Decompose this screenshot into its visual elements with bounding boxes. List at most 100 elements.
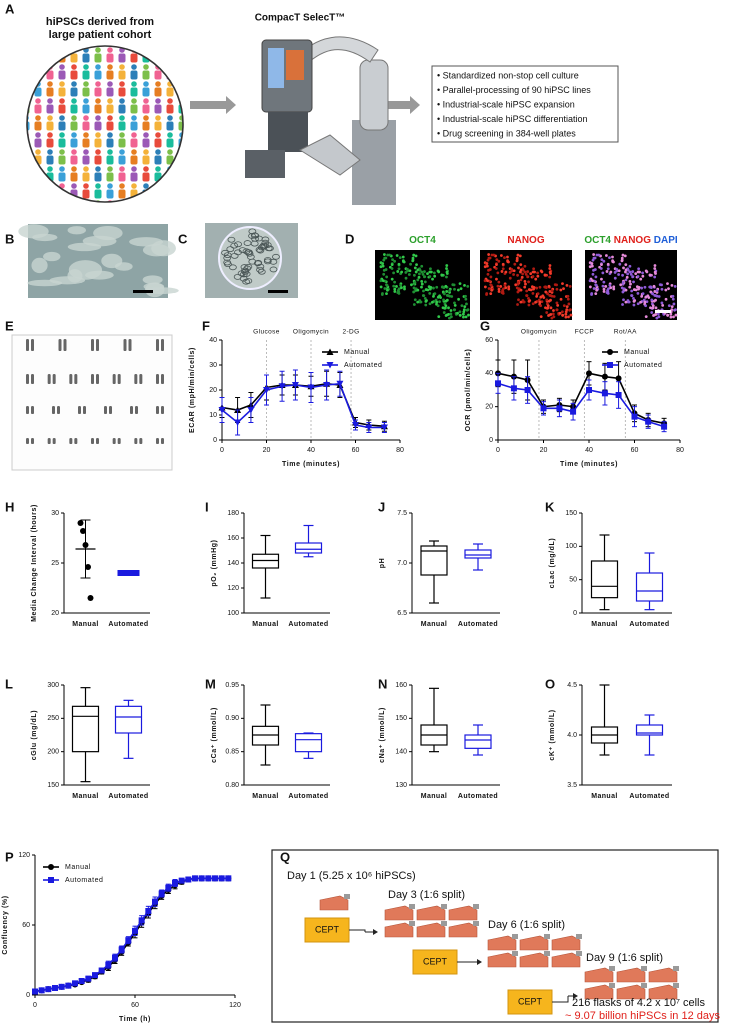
marker xyxy=(118,946,125,953)
nucleus xyxy=(523,285,527,289)
cell xyxy=(241,267,249,274)
colony xyxy=(32,233,58,242)
person-head xyxy=(167,149,173,155)
person-body xyxy=(46,87,54,97)
nucleus xyxy=(653,267,657,270)
colony xyxy=(143,282,165,291)
person-body xyxy=(34,138,42,148)
nucleus xyxy=(604,254,608,257)
nucleus xyxy=(546,304,550,308)
nucleus xyxy=(567,302,571,306)
nucleus xyxy=(549,306,553,310)
nucleus xyxy=(674,308,677,312)
marker xyxy=(87,595,94,601)
feature-item: • Industrial-scale hiPSC differentiation xyxy=(437,114,588,124)
box xyxy=(71,705,100,753)
nucleus xyxy=(623,254,627,258)
person-head xyxy=(179,149,183,155)
nucleus xyxy=(626,300,630,304)
y-tick-label: 60 xyxy=(22,922,30,929)
nucleus xyxy=(565,308,569,312)
nucleus xyxy=(567,315,570,319)
nucleus xyxy=(518,254,522,258)
nucleus xyxy=(602,280,606,284)
person-head xyxy=(95,166,101,172)
cell xyxy=(223,252,232,259)
person-body xyxy=(70,70,78,80)
person-head xyxy=(155,183,161,189)
marker xyxy=(326,362,334,369)
nucleus xyxy=(637,287,640,291)
person-body xyxy=(46,138,54,148)
person-head xyxy=(95,81,101,87)
nucleus xyxy=(417,275,421,279)
x-tick-label: 0 xyxy=(496,447,500,454)
person-body xyxy=(178,155,183,165)
nucleus xyxy=(654,306,658,310)
nucleus xyxy=(487,287,491,290)
person-head xyxy=(179,200,183,202)
y-tick-label: 100 xyxy=(565,543,577,550)
marker xyxy=(234,419,242,426)
nucleus xyxy=(507,285,511,289)
person-head xyxy=(143,115,149,121)
cell xyxy=(261,239,270,246)
chromosome xyxy=(117,374,121,384)
nucleus xyxy=(497,259,501,263)
flask xyxy=(519,935,549,951)
person-head xyxy=(143,98,149,104)
person-head xyxy=(47,115,53,121)
nucleus xyxy=(512,273,515,276)
nucleus xyxy=(506,255,509,259)
nucleus xyxy=(651,306,655,310)
nucleus xyxy=(607,287,610,291)
person-body xyxy=(46,121,54,131)
person-body xyxy=(27,53,30,63)
nucleus xyxy=(448,294,452,298)
nucleus xyxy=(631,275,635,279)
nucleus xyxy=(594,283,598,287)
person-head xyxy=(131,81,137,87)
arrow xyxy=(372,96,420,114)
person-head xyxy=(119,115,125,121)
flask-cap xyxy=(441,904,447,909)
panel-label: A xyxy=(5,1,15,16)
marker xyxy=(336,380,344,388)
nucleus xyxy=(597,253,601,257)
flask xyxy=(648,984,678,1000)
legend-label: Manual xyxy=(65,864,91,871)
nucleus xyxy=(636,275,640,278)
nucleus xyxy=(602,290,606,293)
nucleus xyxy=(649,285,653,289)
series-line xyxy=(221,382,385,428)
nucleus xyxy=(531,302,535,306)
nucleus xyxy=(442,292,446,296)
person-head xyxy=(155,115,161,121)
box xyxy=(464,734,492,749)
cell xyxy=(228,264,237,271)
nucleus xyxy=(462,315,465,319)
chromosome xyxy=(156,406,159,414)
person-head xyxy=(131,183,137,189)
marker xyxy=(307,384,315,391)
marker xyxy=(365,424,373,431)
nucleus xyxy=(457,297,460,301)
nucleus xyxy=(620,286,624,290)
nucleus xyxy=(632,299,636,303)
person-head xyxy=(83,200,89,202)
marker xyxy=(132,927,138,934)
nucleus xyxy=(624,300,628,304)
x-tick-label: 0 xyxy=(33,1002,37,1009)
colony xyxy=(67,226,86,235)
cept-label: CEPT xyxy=(315,924,340,934)
person-body xyxy=(70,138,78,148)
flask-cap xyxy=(512,934,518,939)
y-tick-label: 6.5 xyxy=(397,610,407,617)
person-head xyxy=(95,115,101,121)
chromosome xyxy=(26,374,29,384)
x-tick-label: Manual xyxy=(421,621,448,628)
person-body xyxy=(34,121,42,131)
nucleus xyxy=(626,272,630,276)
highlight-text: ~ 9.07 billion hiPSCs in 12 days xyxy=(565,1010,721,1022)
person-head xyxy=(107,98,113,104)
